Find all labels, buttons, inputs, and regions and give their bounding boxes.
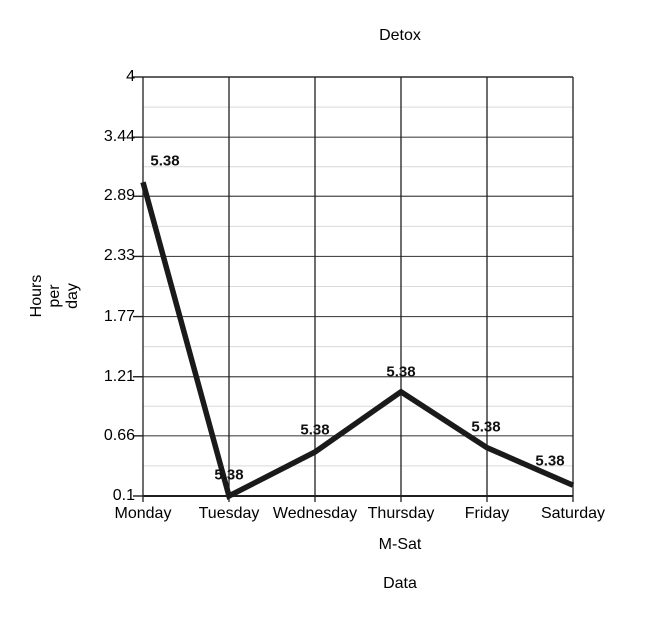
data-point-label: 5.38 — [214, 466, 244, 484]
data-line — [140, 181, 575, 500]
y-tick-label: 2.89 — [103, 187, 135, 205]
x-category-label: Thursday — [367, 505, 435, 522]
y-tick-label: 0.1 — [112, 487, 135, 504]
y-tick-label: 4 — [126, 68, 135, 85]
y-tick-label: 0.66 — [103, 426, 135, 444]
data-point-label: 5.38 — [300, 421, 330, 439]
x-axis-label: M-Sat — [378, 536, 422, 553]
x-category-label: Saturday — [540, 505, 606, 522]
chart-caption: Data — [383, 575, 417, 592]
x-category-label: Tuesday — [198, 505, 260, 522]
x-category-label: Wednesday — [272, 505, 358, 522]
y-tick-label: 1.21 — [103, 367, 135, 385]
chart-title: Detox — [379, 27, 421, 44]
y-tick-label: 1.77 — [103, 307, 135, 325]
data-point-label: 5.38 — [535, 452, 565, 470]
y-tick-label: 3.44 — [103, 128, 135, 146]
data-point-label: 5.38 — [150, 152, 180, 170]
y-tick-label: 2.33 — [103, 247, 135, 265]
data-point-label: 5.38 — [386, 363, 416, 381]
x-category-label: Friday — [464, 505, 510, 522]
x-category-label: Monday — [114, 505, 172, 522]
data-point-label: 5.38 — [471, 418, 501, 436]
